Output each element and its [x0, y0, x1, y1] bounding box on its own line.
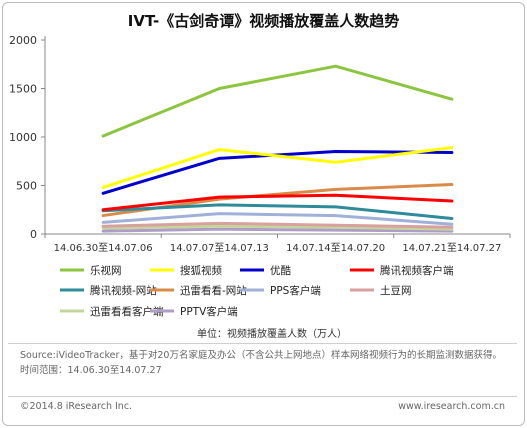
legend-label: 优酷: [270, 264, 291, 277]
series-line: [101, 183, 454, 218]
series-line: [101, 221, 454, 229]
legend-label: 迅雷看看客户端: [90, 305, 164, 318]
legend-label: PPS客户端: [270, 284, 321, 297]
legend-label: 土豆网: [380, 284, 412, 297]
x-tick-label: 14.07.07至14.07.13: [170, 242, 269, 254]
legend-label: 搜狐视频: [180, 264, 222, 277]
legend-label: 乐视网: [90, 264, 122, 277]
source-note: Source:iVideoTracker，基于对20万名家庭及办公（不含公共上网…: [20, 348, 510, 378]
series-line: [101, 203, 454, 220]
legend-label: 腾讯视频-网站: [90, 284, 157, 297]
series-line: [101, 212, 454, 226]
y-tick-label: 500: [16, 180, 37, 193]
legend-label: 迅雷看看-网站: [180, 284, 247, 297]
y-tick-label: 0: [30, 228, 37, 241]
chart-title: IVT-《古剑奇谭》视频播放覆盖人数趋势: [127, 12, 400, 30]
time-range: 时间范围：14.06.30至14.07.27: [20, 365, 162, 376]
legend-label: PPTV客户端: [180, 305, 238, 318]
y-tick-label: 2000: [9, 34, 37, 47]
y-tick-label: 1500: [9, 83, 37, 96]
series-line: [101, 227, 454, 233]
series-line: [101, 146, 454, 189]
y-tick-label: 1000: [9, 131, 37, 144]
x-tick-label: 14.07.21至14.07.27: [402, 242, 501, 254]
legend-label: 腾讯视频客户端: [380, 264, 454, 277]
series-line: [101, 193, 454, 212]
website-link[interactable]: www.iresearch.com.cn: [398, 401, 505, 412]
unit-label: 单位：视频播放覆盖人数（万人）: [197, 329, 347, 340]
x-tick-label: 14.07.14至14.07.20: [286, 242, 385, 254]
series-line: [101, 224, 454, 231]
source-text: Source:iVideoTracker，基于对20万名家庭及办公（不含公共上网…: [20, 350, 502, 361]
separator-top: [8, 343, 517, 344]
x-tick-label: 14.06.30至14.07.06: [54, 242, 153, 254]
copyright: ©2014.8 iResearch Inc.: [20, 401, 133, 412]
separator-bottom: [8, 396, 517, 397]
series-line: [101, 64, 454, 138]
